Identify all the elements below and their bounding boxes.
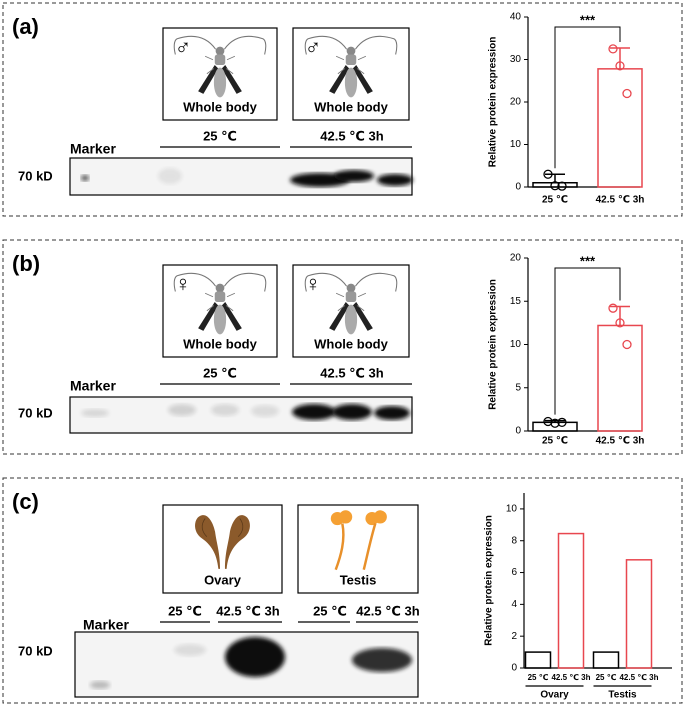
image-caption: Whole body (183, 336, 257, 351)
condition-label: 25 ℃ (168, 603, 202, 618)
data-point (615, 61, 625, 71)
y-tick-label: 2 (511, 631, 517, 642)
data-point (622, 88, 632, 99)
image-caption: Ovary (204, 572, 242, 587)
bar (597, 324, 643, 432)
y-tick-label: 10 (510, 139, 522, 150)
data-point (557, 181, 567, 191)
sex-symbol: ♀ (305, 271, 322, 296)
panel-frame (2, 239, 683, 455)
condition-label: 42.5 ℃ 3h (320, 128, 383, 143)
y-tick-label: 10 (506, 504, 518, 515)
y-axis-label: Relative protein expression (488, 37, 499, 168)
group-label: Ovary (540, 690, 569, 701)
panel-label: (c) (12, 489, 39, 514)
x-tick-label: 25 ℃ (596, 673, 617, 682)
x-tick-label: 42.5 ℃ 3h (619, 673, 658, 682)
bar (592, 651, 620, 669)
band (81, 175, 89, 181)
marker-label: Marker (70, 378, 116, 394)
band (81, 409, 109, 417)
x-tick-label: 25 ℃ (542, 195, 568, 206)
band (174, 644, 206, 656)
band (211, 404, 239, 416)
bar (557, 532, 585, 669)
marker-label: Marker (70, 141, 116, 157)
band (332, 404, 372, 420)
data-point (608, 44, 618, 54)
image-caption: Whole body (314, 99, 388, 114)
band (377, 174, 413, 186)
y-tick-label: 20 (510, 253, 522, 264)
data-point (622, 339, 632, 350)
data-point (615, 318, 625, 328)
y-tick-label: 20 (510, 97, 522, 108)
condition-label: 42.5 ℃ 3h (356, 603, 419, 618)
condition-label: 25 ℃ (203, 365, 237, 380)
y-tick-label: 6 (511, 567, 517, 578)
data-point (608, 303, 618, 313)
x-tick-label: 25 ℃ (542, 436, 568, 447)
sex-symbol: ♂ (175, 34, 192, 59)
band (168, 404, 196, 416)
significance-bracket (554, 26, 621, 169)
condition-label: 25 ℃ (203, 128, 237, 143)
y-tick-label: 0 (515, 182, 521, 193)
band (292, 404, 336, 420)
group-label: Testis (608, 690, 637, 701)
data-point (550, 418, 560, 428)
y-tick-label: 10 (510, 339, 522, 350)
size-label: 70 kD (18, 405, 53, 420)
image-caption: Testis (340, 572, 377, 587)
y-tick-label: 5 (515, 382, 521, 393)
x-tick-label: 42.5 ℃ 3h (551, 673, 590, 682)
image-caption: Whole body (183, 99, 257, 114)
sex-symbol: ♂ (305, 34, 322, 59)
image-box (297, 504, 419, 594)
band (158, 168, 182, 184)
band (352, 648, 412, 672)
panel-label: (a) (12, 14, 39, 39)
condition-label: 42.5 ℃ 3h (216, 603, 279, 618)
data-point (550, 181, 560, 191)
condition-label: 42.5 ℃ 3h (320, 365, 383, 380)
x-tick-label: 42.5 ℃ 3h (596, 195, 645, 206)
y-tick-label: 30 (510, 54, 522, 65)
band (225, 637, 285, 677)
significance-bracket (554, 267, 621, 415)
sex-symbol: ♀ (175, 271, 192, 296)
image-box (162, 504, 283, 594)
bar (524, 651, 552, 669)
panel-label: (b) (12, 251, 40, 276)
image-caption: Whole body (314, 336, 388, 351)
marker-label: Marker (83, 617, 129, 633)
y-axis-label: Relative protein expression (484, 515, 495, 646)
y-tick-label: 0 (511, 663, 517, 674)
data-point (543, 169, 553, 179)
y-tick-label: 15 (510, 296, 522, 307)
band (251, 405, 279, 417)
y-tick-label: 8 (511, 535, 517, 546)
y-tick-label: 4 (511, 599, 517, 610)
x-tick-label: 25 ℃ (528, 673, 549, 682)
bar (625, 559, 653, 669)
y-axis-label: Relative protein expression (488, 279, 499, 410)
y-tick-label: 40 (510, 12, 522, 23)
condition-label: 25 ℃ (313, 603, 347, 618)
band (374, 406, 410, 420)
band (90, 681, 110, 689)
data-point (543, 416, 553, 427)
bar (597, 68, 643, 188)
y-tick-label: 0 (515, 426, 521, 437)
x-tick-label: 42.5 ℃ 3h (596, 436, 645, 447)
band (334, 170, 374, 182)
panel-frame (2, 2, 683, 217)
significance-label: *** (580, 253, 596, 268)
size-label: 70 kD (18, 168, 53, 183)
panel-frame (2, 477, 683, 704)
size-label: 70 kD (18, 643, 53, 658)
significance-label: *** (580, 12, 596, 27)
data-point (557, 417, 567, 428)
